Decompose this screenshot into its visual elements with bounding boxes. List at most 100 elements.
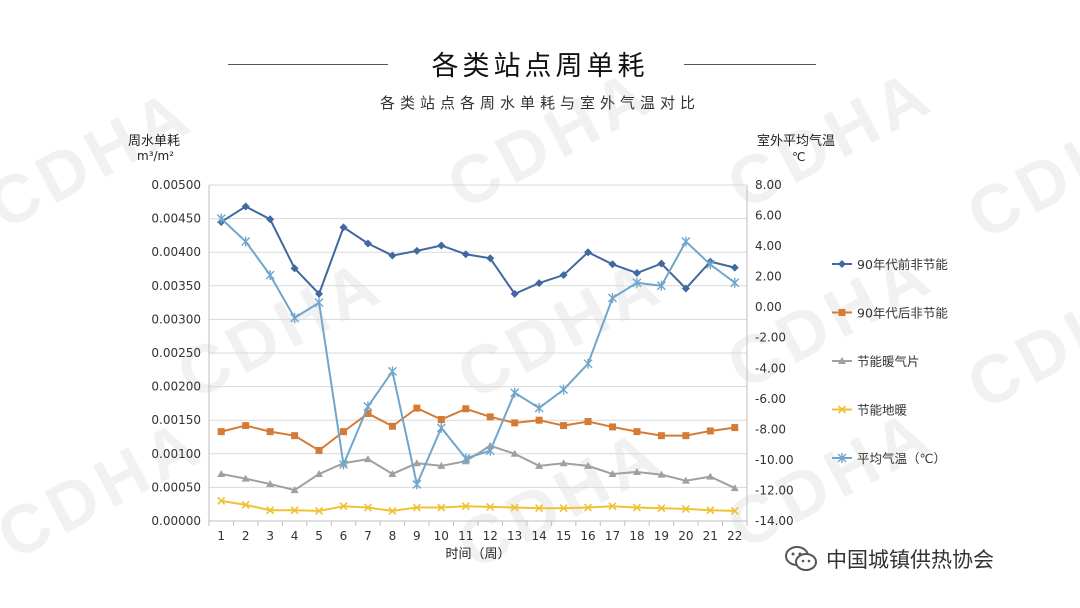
data-point — [657, 470, 666, 478]
x-tick-label: 1 — [217, 529, 225, 543]
y2-axis-unit: ℃ — [792, 150, 806, 164]
data-point — [609, 423, 616, 431]
x-tick-label: 10 — [434, 529, 449, 543]
data-point — [583, 503, 593, 512]
y2-tick-label: -10.00 — [755, 453, 794, 467]
y-tick-label: 0.00000 — [151, 514, 201, 528]
y-axis-title: 周水单耗 — [128, 134, 181, 149]
data-point — [632, 269, 641, 278]
data-point — [559, 459, 568, 467]
data-point — [437, 461, 446, 469]
footer-brand: 中国城镇供热协会 — [784, 544, 994, 574]
data-point — [266, 428, 274, 436]
data-point — [632, 277, 642, 288]
data-point — [559, 384, 569, 395]
y2-tick-label: -12.00 — [755, 483, 794, 497]
data-point — [706, 427, 714, 435]
y2-tick-label: 8.00 — [755, 178, 782, 192]
data-point — [388, 251, 397, 260]
data-point — [534, 402, 544, 413]
data-point — [657, 259, 666, 268]
data-point — [681, 476, 690, 484]
x-tick-label: 18 — [629, 529, 644, 543]
data-point — [584, 461, 593, 469]
data-point — [412, 459, 421, 467]
x-tick-label: 4 — [291, 529, 299, 543]
data-point — [437, 241, 446, 250]
data-point — [437, 503, 446, 512]
data-point — [340, 428, 347, 436]
data-point — [339, 502, 348, 511]
data-point — [608, 502, 617, 511]
series-line — [220, 205, 736, 296]
data-point — [265, 270, 275, 281]
x-tick-label: 7 — [364, 529, 372, 543]
data-point — [559, 271, 568, 280]
data-point — [486, 413, 494, 421]
data-point — [217, 428, 225, 436]
data-point — [657, 504, 666, 513]
data-point — [290, 312, 300, 323]
legend-marker — [837, 405, 847, 414]
x-tick-label: 6 — [340, 529, 348, 543]
data-point — [608, 469, 617, 477]
data-point — [730, 506, 739, 515]
data-point — [436, 422, 446, 433]
data-point — [731, 424, 739, 432]
data-point — [705, 259, 715, 270]
data-point — [412, 503, 421, 512]
x-tick-label: 20 — [678, 529, 693, 543]
data-point — [510, 289, 519, 298]
x-tick-label: 13 — [507, 529, 522, 543]
x-tick-label: 2 — [242, 529, 250, 543]
data-point — [241, 500, 250, 509]
data-point — [364, 409, 372, 417]
chart-subtitle: 各类站点各周水单耗与室外气温对比 — [379, 94, 700, 112]
data-point — [461, 453, 471, 464]
data-point — [315, 446, 323, 454]
y-tick-label: 0.00200 — [151, 380, 201, 394]
data-point — [217, 496, 226, 505]
x-tick-label: 16 — [580, 529, 595, 543]
data-point — [388, 422, 396, 430]
data-point — [363, 455, 372, 463]
y2-tick-label: 4.00 — [755, 239, 782, 253]
data-point — [535, 279, 544, 288]
y-tick-label: 0.00450 — [151, 212, 201, 226]
data-point — [315, 289, 324, 298]
x-tick-label: 8 — [389, 529, 397, 543]
y2-tick-label: 2.00 — [755, 270, 782, 284]
data-point — [632, 503, 642, 512]
data-point — [461, 250, 470, 259]
data-point — [266, 506, 275, 515]
y2-tick-label: 6.00 — [755, 209, 782, 223]
data-point — [632, 467, 641, 475]
data-point — [535, 504, 544, 513]
data-point — [290, 264, 299, 273]
data-point — [608, 293, 617, 304]
legend-label: 90年代前非节能 — [857, 257, 948, 272]
data-point — [560, 422, 568, 430]
legend-marker — [837, 453, 847, 463]
data-point — [437, 416, 445, 424]
data-point — [363, 401, 373, 412]
data-point — [486, 502, 495, 511]
data-point — [314, 506, 324, 515]
data-point — [485, 445, 495, 456]
data-point — [413, 404, 421, 412]
data-point — [681, 504, 690, 513]
data-point — [656, 280, 666, 291]
data-point — [461, 502, 470, 511]
data-point — [706, 472, 715, 480]
data-point — [241, 202, 250, 211]
data-point — [216, 213, 226, 224]
y-tick-label: 0.00400 — [151, 245, 201, 259]
y2-tick-label: -2.00 — [755, 331, 786, 345]
y2-tick-label: 0.00 — [755, 300, 782, 314]
data-point — [388, 469, 397, 477]
data-point — [730, 263, 739, 272]
data-point — [584, 248, 593, 257]
title-rule-right — [684, 64, 816, 65]
y2-tick-label: -8.00 — [755, 422, 786, 436]
y-tick-label: 0.00050 — [151, 480, 201, 494]
